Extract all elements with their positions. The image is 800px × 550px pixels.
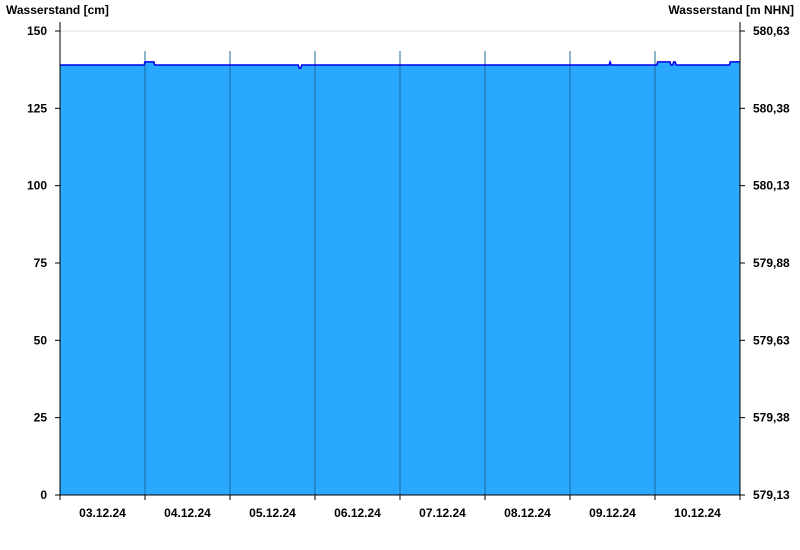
x-tick-label: 07.12.24	[419, 506, 466, 520]
x-tick-label: 09.12.24	[589, 506, 636, 520]
y-tick-label-right: 580,38	[753, 101, 790, 115]
x-tick-label: 03.12.24	[79, 506, 126, 520]
y-axis-label-left: Wasserstand [cm]	[6, 3, 109, 17]
y-tick-label-right: 579,13	[753, 488, 790, 502]
y-tick-label-right: 579,88	[753, 256, 790, 270]
y-tick-label-right: 579,63	[753, 333, 790, 347]
x-tick-label: 04.12.24	[164, 506, 211, 520]
y-tick-label-right: 580,13	[753, 179, 790, 193]
y-tick-label-left: 50	[34, 333, 48, 347]
y-tick-label-left: 25	[34, 411, 48, 425]
y-tick-label-right: 579,38	[753, 411, 790, 425]
y-tick-label-left: 100	[27, 179, 47, 193]
y-tick-label-right: 580,63	[753, 24, 790, 38]
y-axis-label-right: Wasserstand [m NHN]	[668, 3, 794, 17]
x-tick-label: 06.12.24	[334, 506, 381, 520]
y-tick-label-left: 0	[40, 488, 47, 502]
water-level-line	[60, 59, 740, 69]
x-tick-label: 10.12.24	[674, 506, 721, 520]
y-tick-label-left: 150	[27, 24, 47, 38]
x-tick-label: 05.12.24	[249, 506, 296, 520]
y-tick-label-left: 125	[27, 101, 47, 115]
y-tick-label-left: 75	[34, 256, 48, 270]
x-tick-label: 08.12.24	[504, 506, 551, 520]
